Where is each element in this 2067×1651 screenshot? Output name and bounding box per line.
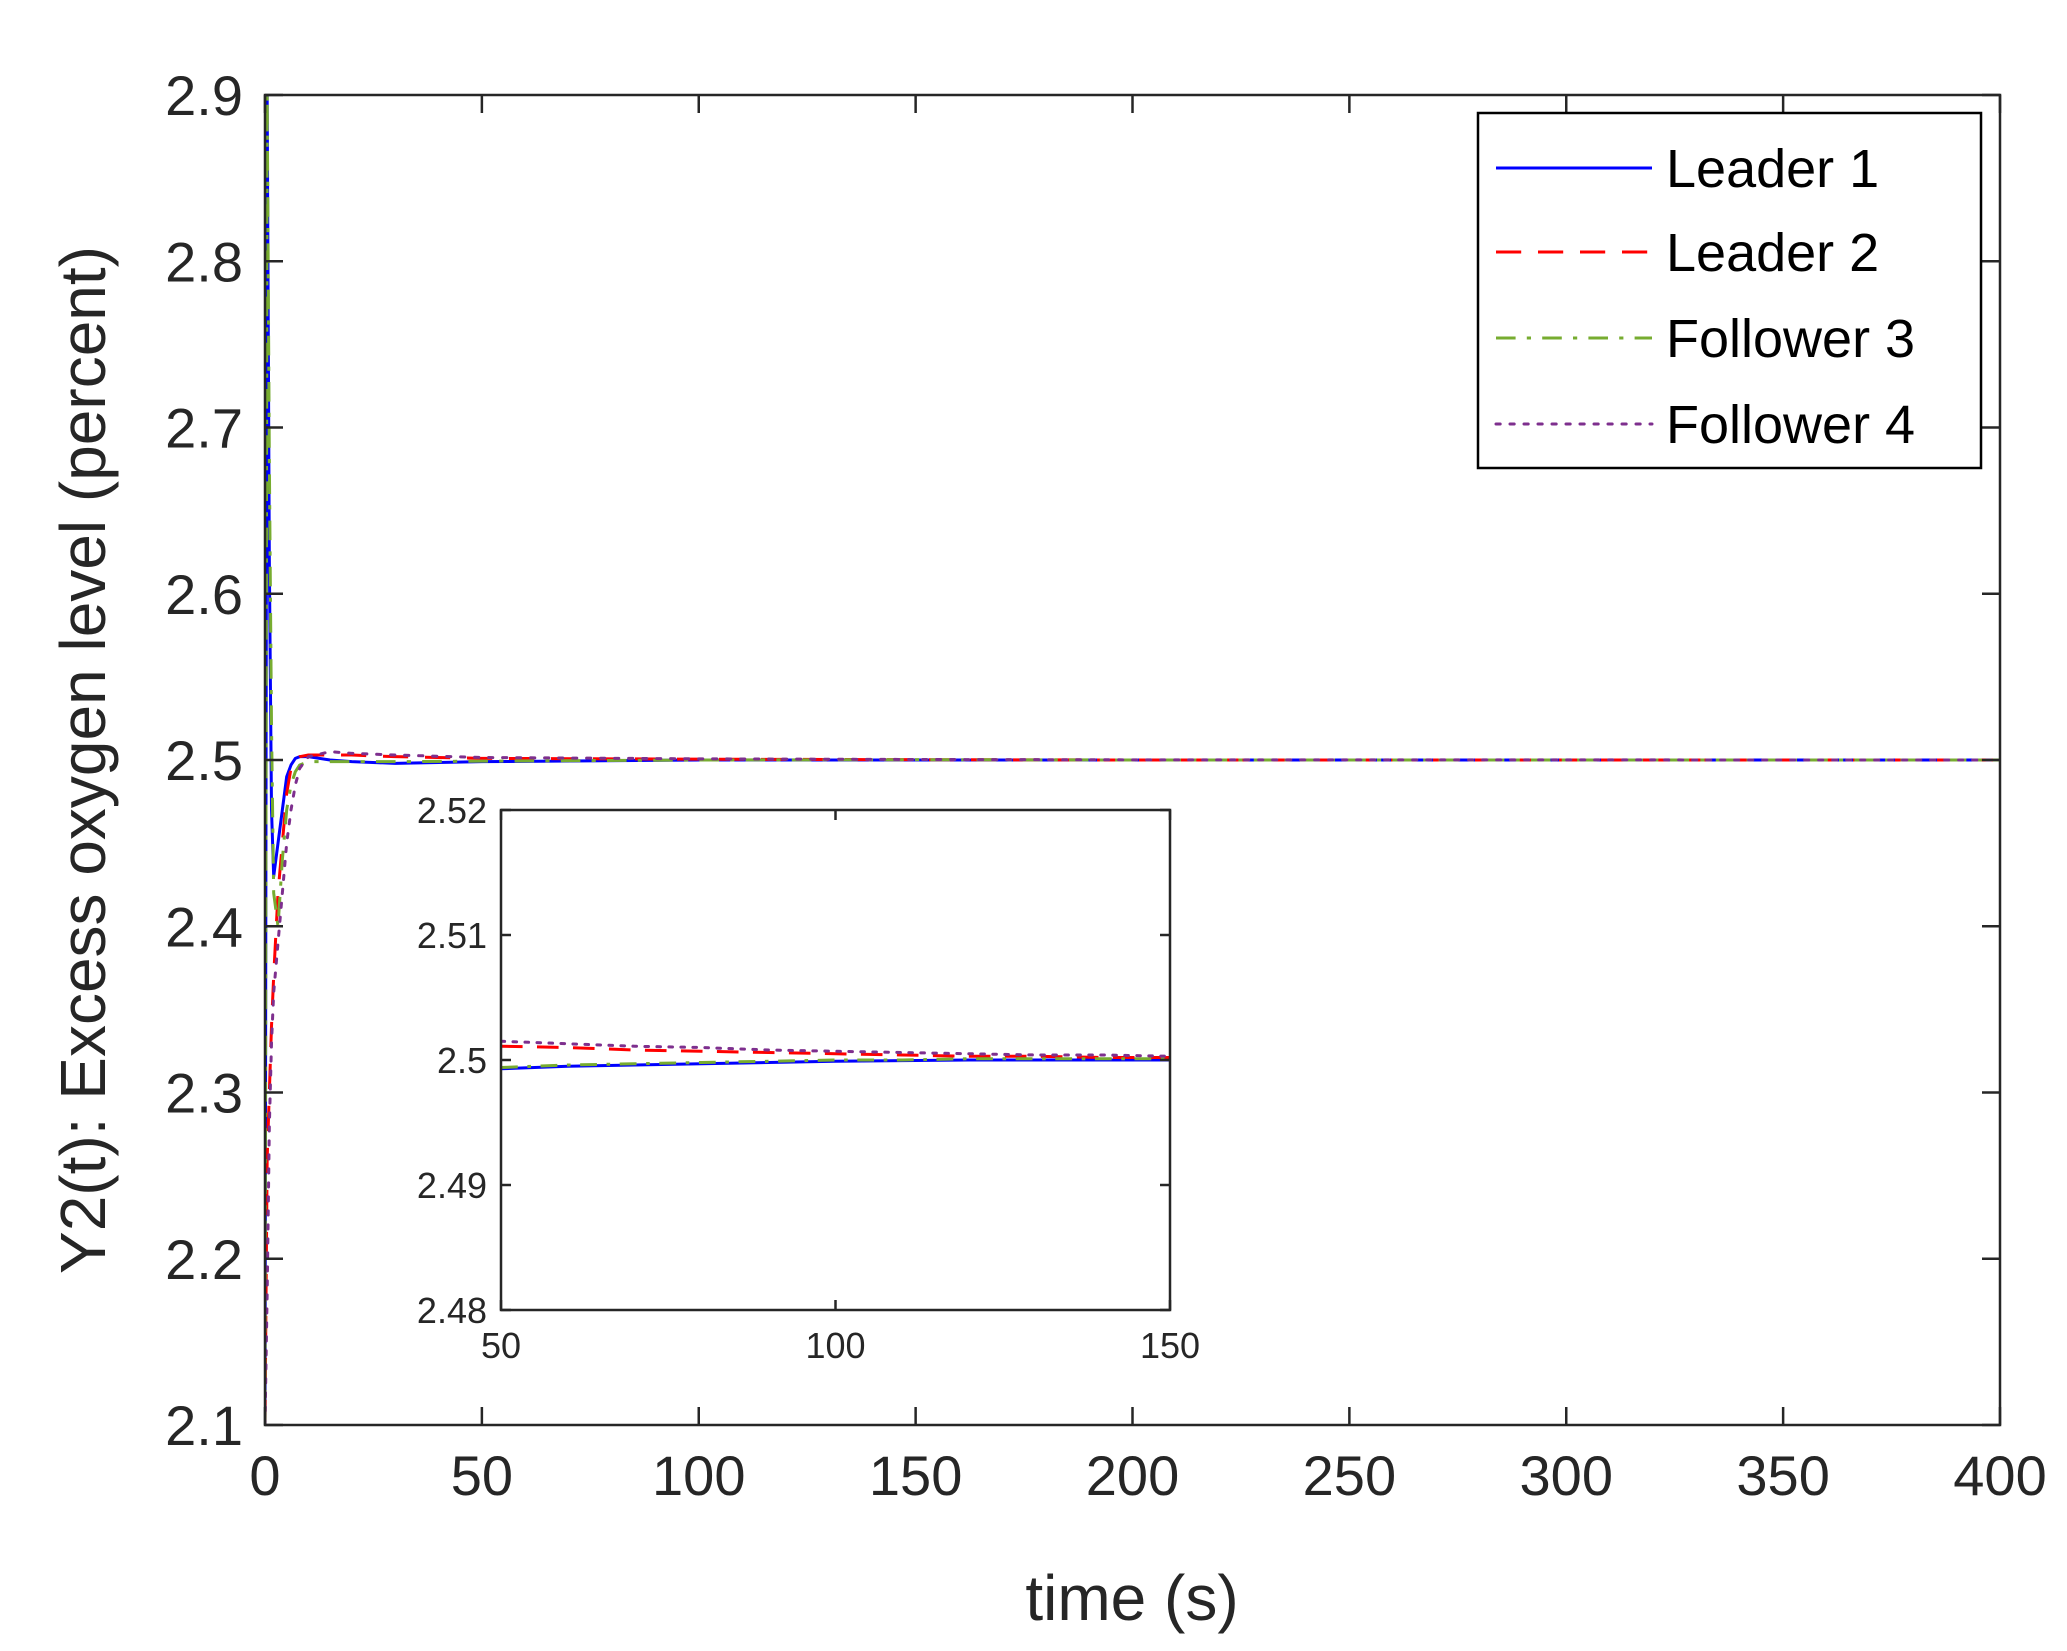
- inset-x-axis: 50 100 150: [481, 810, 1200, 1366]
- main-x-tick-label: 300: [1520, 1444, 1613, 1507]
- main-y-tick-label: 2.9: [165, 64, 243, 127]
- main-series-line-3: [265, 95, 2000, 1425]
- inset-series-group: [501, 1039, 1170, 1071]
- main-y-tick-label: 2.3: [165, 1062, 243, 1125]
- main-y-tick-label: 2.1: [165, 1394, 243, 1457]
- y-axis-label: Y2(t): Excess oxygen level (percent): [47, 246, 119, 1274]
- main-y-tick-label: 2.2: [165, 1228, 243, 1291]
- main-y-tick-label: 2.8: [165, 230, 243, 293]
- legend-label-1: Leader 1: [1666, 139, 1879, 199]
- legend-label-2: Leader 2: [1666, 223, 1879, 283]
- inset-y-tick-label: 2.5: [437, 1040, 487, 1081]
- main-x-tick-label: 0: [249, 1444, 280, 1507]
- inset-y-tick-label: 2.52: [417, 790, 487, 831]
- inset-x-tick-label: 50: [481, 1325, 521, 1366]
- main-y-axis: 2.1 2.2 2.3 2.4 2.5 2.6 2.7 2.8 2.9: [165, 64, 2000, 1457]
- main-y-tick-label: 2.6: [165, 563, 243, 626]
- inset-series-line-3: [501, 1057, 1170, 1069]
- main-x-tick-label: 50: [451, 1444, 513, 1507]
- main-y-tick-label: 2.5: [165, 729, 243, 792]
- inset-series-line-4: [501, 1039, 1170, 1058]
- main-y-tick-label: 2.4: [165, 895, 243, 958]
- inset-x-tick-label: 150: [1140, 1325, 1200, 1366]
- main-x-tick-label: 100: [652, 1444, 745, 1507]
- legend-box: [1476, 111, 1983, 470]
- inset-y-tick-label: 2.48: [417, 1290, 487, 1331]
- inset-x-tick-label: 100: [805, 1325, 865, 1366]
- main-x-tick-label: 150: [869, 1444, 962, 1507]
- main-series-group: [265, 95, 2000, 1425]
- main-y-tick-label: 2.7: [165, 397, 243, 460]
- main-x-tick-label: 200: [1086, 1444, 1179, 1507]
- main-x-tick-label: 250: [1303, 1444, 1396, 1507]
- main-x-axis: 0 50 100 150 200 250 300 350 400: [249, 95, 2047, 1507]
- inset-y-axis: 2.48 2.49 2.5 2.51 2.52: [417, 790, 1170, 1331]
- inset-y-tick-label: 2.49: [417, 1165, 487, 1206]
- main-x-tick-label: 350: [1736, 1444, 1829, 1507]
- legend-label-3: Follower 3: [1666, 309, 1915, 369]
- x-axis-label: time (s): [1025, 1562, 1238, 1634]
- main-series-line-4: [265, 750, 2000, 1425]
- legend-label-4: Follower 4: [1666, 395, 1915, 455]
- inset-series-line-2: [501, 1044, 1170, 1059]
- inset-plot: 50 100 150 2.48 2.49 2.5 2.51 2.52: [417, 790, 1200, 1366]
- legend: Leader 1 Leader 2 Follower 3 Follower 4: [1476, 111, 1983, 470]
- legend-items: Leader 1 Leader 2 Follower 3 Follower 4: [1494, 139, 1915, 455]
- main-x-tick-label: 400: [1953, 1444, 2046, 1507]
- inset-y-tick-label: 2.51: [417, 915, 487, 956]
